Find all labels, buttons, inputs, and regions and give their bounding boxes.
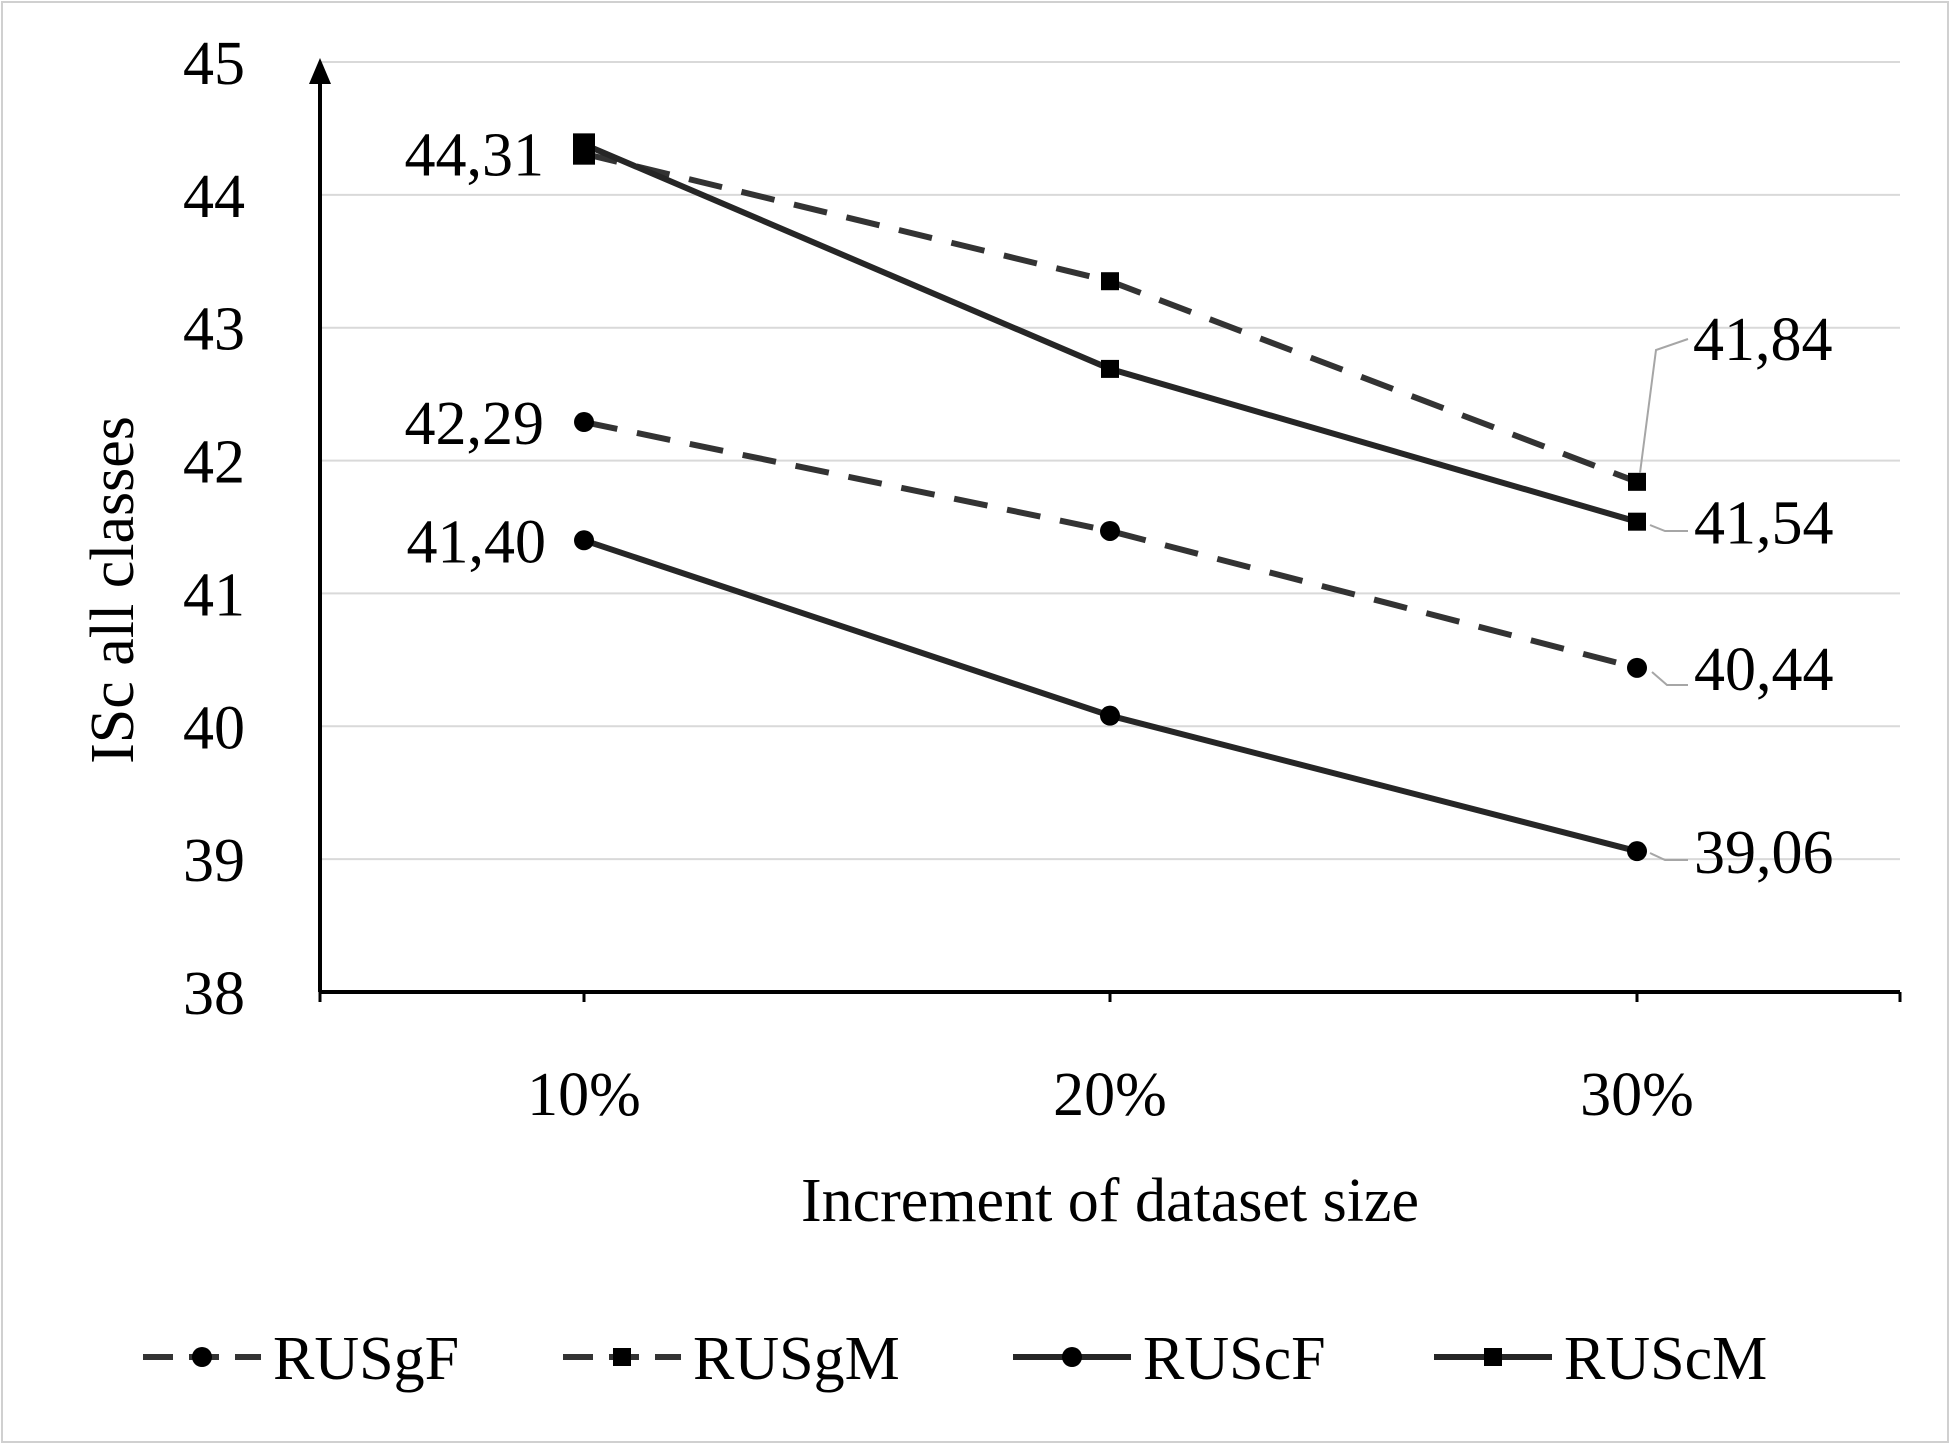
x-axis-title: Increment of dataset size	[801, 1167, 1419, 1235]
y-tick-labels: 45 44 43 42 41 40 39 38	[183, 30, 245, 1028]
legend-label: RUScF	[1143, 1325, 1326, 1393]
series-line	[582, 141, 1638, 525]
legend-item-rusgm: RUSgM	[563, 1325, 900, 1393]
series-ruscf	[574, 530, 1647, 862]
legend-label: RUSgF	[273, 1325, 459, 1393]
y-tick-label: 41	[183, 561, 245, 629]
axes	[309, 58, 1902, 1002]
legend-swatch-marker	[613, 1348, 631, 1366]
data-point	[1627, 657, 1647, 678]
leader-lines	[1639, 338, 1689, 861]
legend-swatch-marker	[1484, 1348, 1502, 1366]
data-point	[1101, 272, 1119, 291]
y-tick-label: 40	[183, 694, 245, 762]
data-point	[1100, 520, 1120, 541]
data-label: 41,40	[407, 508, 547, 576]
legend: RUSgF RUSgM RUScF RUScM	[143, 1325, 1767, 1393]
legend-swatch-marker	[1062, 1347, 1082, 1367]
legend-item-ruscf: RUScF	[1013, 1325, 1326, 1393]
data-label: 40,44	[1694, 636, 1834, 704]
data-label: 41,54	[1694, 490, 1834, 558]
series-ruscm	[573, 133, 1646, 531]
data-point	[574, 530, 594, 551]
y-tick-label: 38	[183, 960, 245, 1028]
data-point	[573, 133, 595, 156]
gridlines	[320, 61, 1900, 861]
data-label: 39,06	[1694, 819, 1834, 887]
y-tick-label: 39	[183, 827, 245, 895]
data-point	[574, 412, 594, 433]
legend-swatch-marker	[192, 1347, 212, 1367]
leader-line	[1651, 671, 1688, 686]
data-labels: 44,31 42,29 41,40 41,84 41,54 40,44 39,06	[405, 122, 1834, 888]
y-tick-label: 42	[183, 429, 245, 497]
y-tick-label: 45	[183, 30, 245, 98]
data-label: 41,84	[1693, 306, 1833, 374]
legend-item-ruscm: RUScM	[1434, 1325, 1767, 1393]
legend-label: RUSgM	[693, 1325, 900, 1393]
data-point	[1628, 472, 1646, 491]
series-line	[583, 150, 1639, 485]
y-tick-label: 43	[183, 296, 245, 364]
data-point	[1101, 359, 1119, 378]
y-axis-title: ISc all classes	[79, 416, 147, 764]
data-label: 42,29	[405, 390, 545, 458]
y-axis-arrow	[309, 58, 331, 84]
y-tick-label: 44	[183, 163, 245, 231]
data-point	[1627, 841, 1647, 862]
series-rusgf	[574, 412, 1647, 678]
leader-line	[1649, 852, 1688, 861]
series-group	[573, 133, 1647, 862]
x-tick-label: 20%	[1053, 1061, 1167, 1129]
x-tick-labels: 10% 20% 30%	[527, 1061, 1694, 1129]
leader-line	[1649, 524, 1688, 532]
leader-line	[1639, 338, 1689, 474]
legend-item-rusgf: RUSgF	[143, 1325, 459, 1393]
data-label: 44,31	[405, 122, 545, 190]
x-tick-label: 10%	[527, 1061, 641, 1129]
data-point	[1628, 512, 1646, 531]
legend-label: RUScM	[1564, 1325, 1767, 1393]
series-line	[583, 419, 1638, 671]
data-point	[1100, 705, 1120, 726]
x-tick-label: 30%	[1580, 1061, 1694, 1129]
series-line	[583, 537, 1638, 855]
